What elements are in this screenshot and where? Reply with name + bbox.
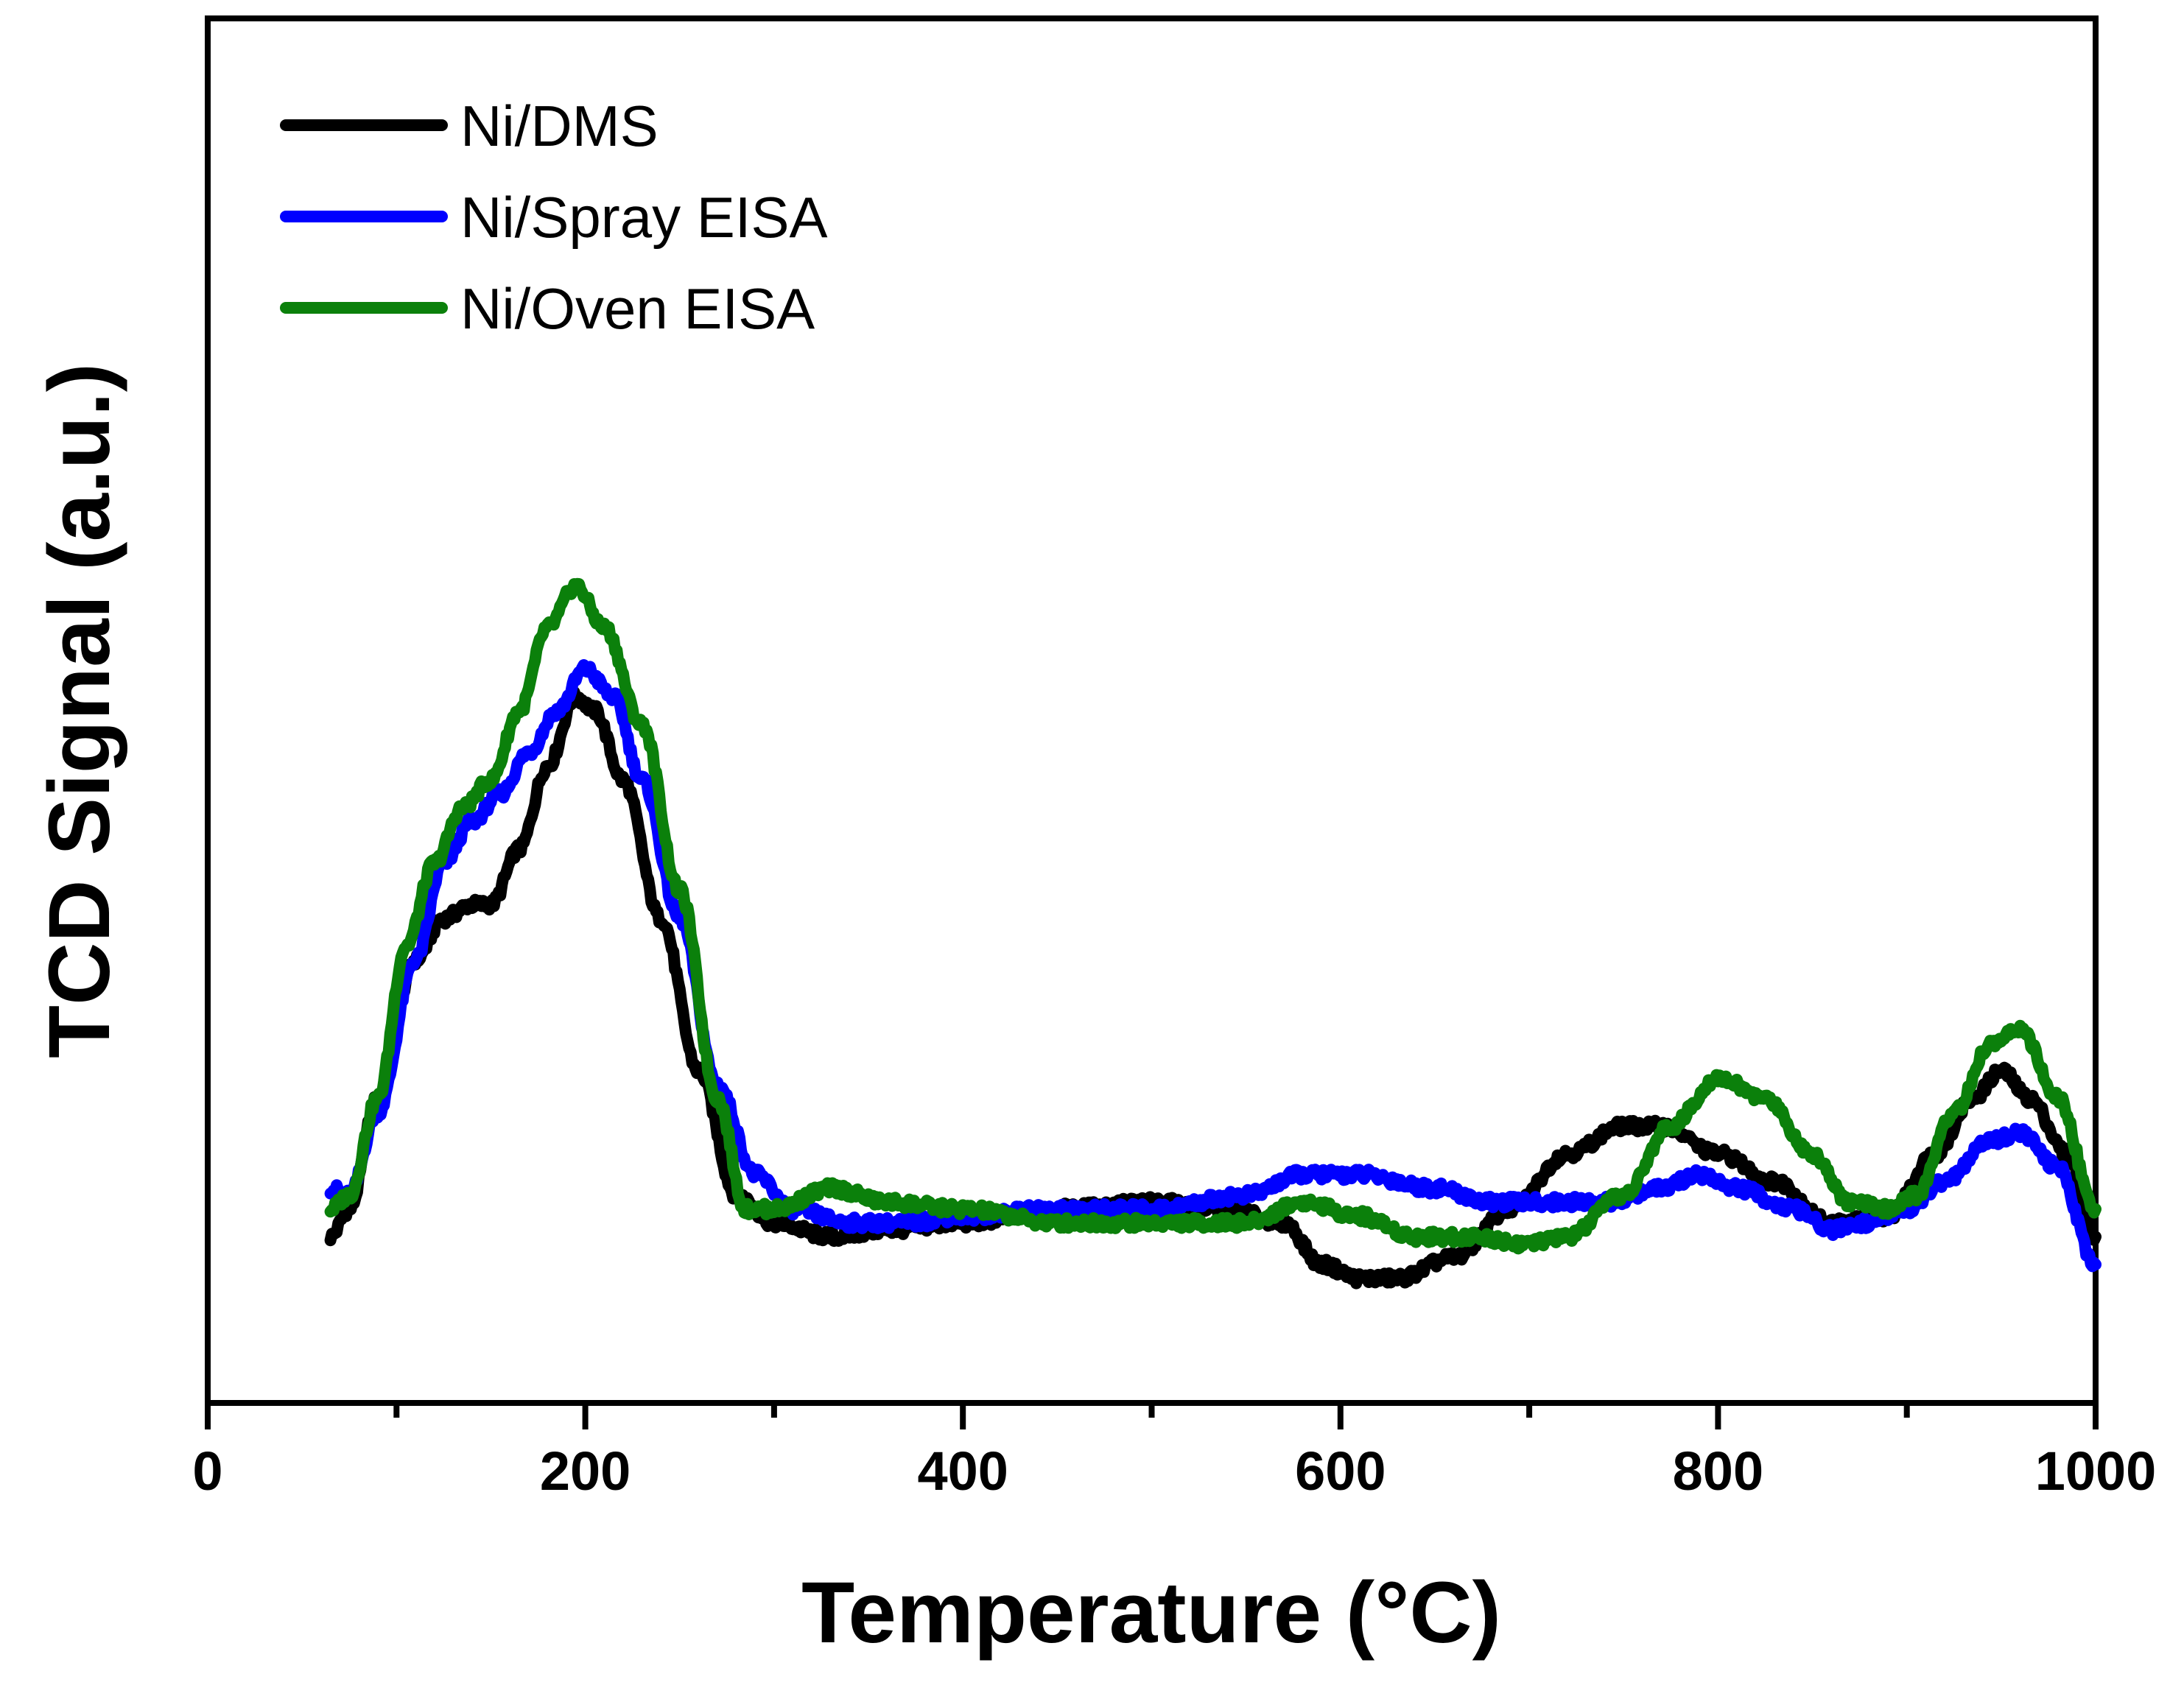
x-tick-label: 0 bbox=[192, 1440, 222, 1502]
series-line-ni-oven-eisa bbox=[324, 577, 2102, 1255]
legend-label: Ni/Spray EISA bbox=[460, 185, 828, 250]
y-axis-title: TCD Signal (a.u.) bbox=[31, 363, 128, 1058]
legend: Ni/DMS Ni/Spray EISA Ni/Oven EISA bbox=[280, 94, 828, 341]
x-tick-label: 400 bbox=[917, 1440, 1008, 1502]
series-layer bbox=[324, 577, 2102, 1290]
x-axis-title: Temperature (°C) bbox=[801, 1564, 1501, 1661]
x-tick-label: 200 bbox=[540, 1440, 631, 1502]
legend-label: Ni/DMS bbox=[460, 94, 659, 158]
series-line-ni-spray-eisa bbox=[324, 659, 2102, 1273]
x-tick-label: 600 bbox=[1295, 1440, 1386, 1502]
legend-label: Ni/Oven EISA bbox=[460, 276, 815, 341]
x-tick-label: 800 bbox=[1673, 1440, 1763, 1502]
x-tick-label: 1000 bbox=[2035, 1440, 2157, 1502]
x-axis: 0 200 400 600 800 1000 bbox=[192, 1403, 2156, 1502]
